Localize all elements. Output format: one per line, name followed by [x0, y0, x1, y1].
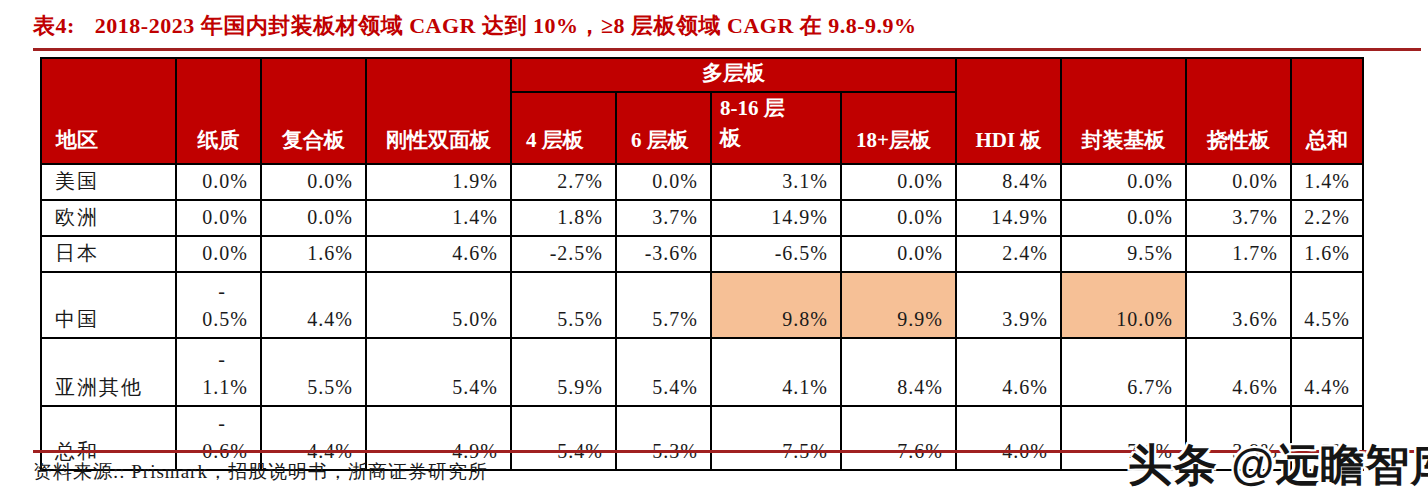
col-header-total: 总和 [1291, 58, 1363, 164]
cell-value: 0.0% [1186, 164, 1291, 200]
region-label: 美国 [41, 164, 176, 200]
cell-value: 3.9% [956, 272, 1061, 338]
negative-sign-line: - [181, 345, 248, 373]
cell-value: 5.9% [511, 338, 616, 406]
cell-value: 3.7% [616, 200, 711, 236]
cell-value: 5.4% [616, 338, 711, 406]
cell-value: 6.7% [1061, 338, 1186, 406]
cell-value: 4.4% [261, 272, 366, 338]
cell-value: 0.0% [176, 236, 261, 272]
cell-value: 0.0% [841, 236, 956, 272]
toutiao-watermark: 头条 @远瞻智库 [1128, 436, 1428, 493]
cell-value: 0.0% [841, 200, 956, 236]
cell-value: 0.0% [1061, 164, 1186, 200]
col-header-18pluslayer: 18+层板 [841, 92, 956, 164]
col-group-header-multilayer: 多层板 [511, 58, 956, 92]
col-header-package-substrate: 封装基板 [1061, 58, 1186, 164]
cell-value: 0.0% [841, 164, 956, 200]
cell-value-wrapped: - 1.1% [176, 338, 261, 406]
table-row-usa: 美国 0.0% 0.0% 1.9% 2.7% 0.0% 3.1% 0.0% 8.… [41, 164, 1363, 200]
cell-value: 1.9% [366, 164, 511, 200]
cell-value: 7.5% [711, 406, 841, 470]
cell-value: 7.6% [841, 406, 956, 470]
cell-value: 0.0% [176, 200, 261, 236]
cell-value: 0.0% [176, 164, 261, 200]
cell-value: 4.6% [1186, 338, 1291, 406]
cell-value-highlighted: 9.8% [711, 272, 841, 338]
cell-value-highlighted: 9.9% [841, 272, 956, 338]
report-table-page: 表4: 2018-2023 年国内封装板材领域 CAGR 达到 10%，≥8 层板… [0, 0, 1428, 493]
cell-value: 1.6% [261, 236, 366, 272]
source-note: 资料来源:: Prismark，招股说明书，浙商证券研究所 [33, 459, 488, 485]
cell-value: 5.7% [616, 272, 711, 338]
region-label: 中国 [41, 272, 176, 338]
region-label: 日本 [41, 236, 176, 272]
cell-value: 4.1% [711, 338, 841, 406]
cell-value: -6.5% [711, 236, 841, 272]
cell-value: 4.0% [956, 406, 1061, 470]
cagr-table-wrapper: 地区 纸质 复合板 刚性双面板 多层板 HDI 板 封装基板 挠性板 总和 4 … [40, 57, 1364, 471]
cell-value: 0.0% [261, 200, 366, 236]
col-header-6layer: 6 层板 [616, 92, 711, 164]
cell-value: -2.5% [511, 236, 616, 272]
cell-value: 3.7% [1186, 200, 1291, 236]
title-divider-rule [33, 48, 1421, 51]
cell-value: 3.6% [1186, 272, 1291, 338]
table-body: 美国 0.0% 0.0% 1.9% 2.7% 0.0% 3.1% 0.0% 8.… [41, 164, 1363, 470]
cell-value: 8.4% [841, 338, 956, 406]
cell-value: 1.7% [1186, 236, 1291, 272]
table-caption-text: 2018-2023 年国内封装板材领域 CAGR 达到 10%，≥8 层板领域 … [95, 13, 917, 38]
table-row-japan: 日本 0.0% 1.6% 4.6% -2.5% -3.6% -6.5% 0.0%… [41, 236, 1363, 272]
negative-sign-line: - [181, 409, 248, 437]
col-header-paper: 纸质 [176, 58, 261, 164]
cell-value: 5.3% [616, 406, 711, 470]
cell-value: 1.4% [366, 200, 511, 236]
table-caption-number: 表4: [33, 13, 75, 38]
cell-value: 5.0% [366, 272, 511, 338]
negative-value-line: 0.5% [181, 305, 248, 333]
cell-value: 2.7% [511, 164, 616, 200]
table-row-europe: 欧洲 0.0% 0.0% 1.4% 1.8% 3.7% 14.9% 0.0% 1… [41, 200, 1363, 236]
cagr-table: 地区 纸质 复合板 刚性双面板 多层板 HDI 板 封装基板 挠性板 总和 4 … [40, 57, 1364, 471]
cell-value: 0.0% [616, 164, 711, 200]
negative-sign-line: - [181, 277, 248, 305]
cell-value: 14.9% [956, 200, 1061, 236]
cell-value-highlighted: 10.0% [1061, 272, 1186, 338]
cell-value: 1.8% [511, 200, 616, 236]
cell-value: -3.6% [616, 236, 711, 272]
cell-value: 5.4% [366, 338, 511, 406]
table-row-asia-others: 亚洲其他 - 1.1% 5.5% 5.4% 5.9% 5.4% 4.1% 8.4… [41, 338, 1363, 406]
negative-value-line: 1.1% [181, 373, 248, 401]
col-header-8-16layer: 8-16 层 板 [711, 92, 841, 164]
cell-value-wrapped: - 0.5% [176, 272, 261, 338]
cell-value: 5.4% [511, 406, 616, 470]
cell-value: 0.0% [1061, 200, 1186, 236]
table-row-china: 中国 - 0.5% 4.4% 5.0% 5.5% 5.7% 9.8% 9.9% … [41, 272, 1363, 338]
cell-value: 2.4% [956, 236, 1061, 272]
region-label: 亚洲其他 [41, 338, 176, 406]
table-header: 地区 纸质 复合板 刚性双面板 多层板 HDI 板 封装基板 挠性板 总和 4 … [41, 58, 1363, 164]
col-header-4layer: 4 层板 [511, 92, 616, 164]
cell-value: 14.9% [711, 200, 841, 236]
table-caption: 表4: 2018-2023 年国内封装板材领域 CAGR 达到 10%，≥8 层板… [33, 11, 917, 41]
cell-value: 1.6% [1291, 236, 1363, 272]
cell-value: 4.6% [956, 338, 1061, 406]
cell-value: 0.0% [261, 164, 366, 200]
cell-value: 4.6% [366, 236, 511, 272]
col-header-region: 地区 [41, 58, 176, 164]
col-header-rigid-double: 刚性双面板 [366, 58, 511, 164]
cell-value: 5.5% [261, 338, 366, 406]
cell-value: 9.5% [1061, 236, 1186, 272]
col-header-flex: 挠性板 [1186, 58, 1291, 164]
region-label: 欧洲 [41, 200, 176, 236]
cell-value: 3.1% [711, 164, 841, 200]
cell-value: 4.4% [1291, 338, 1363, 406]
cell-value: 5.5% [511, 272, 616, 338]
cell-value: 2.2% [1291, 200, 1363, 236]
col-header-composite: 复合板 [261, 58, 366, 164]
cell-value: 1.4% [1291, 164, 1363, 200]
cell-value: 8.4% [956, 164, 1061, 200]
cell-value: 4.5% [1291, 272, 1363, 338]
col-header-hdi: HDI 板 [956, 58, 1061, 164]
